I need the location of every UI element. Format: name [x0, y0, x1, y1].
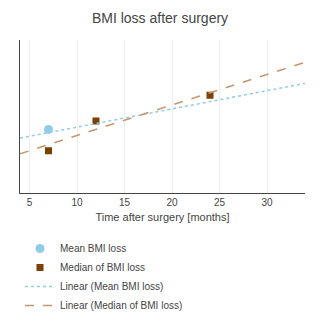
- svg-text:10: 10: [71, 197, 83, 208]
- svg-text:30: 30: [261, 197, 273, 208]
- svg-text:20: 20: [166, 197, 178, 208]
- svg-text:25: 25: [214, 197, 226, 208]
- svg-text:5: 5: [27, 197, 33, 208]
- svg-text:BMI loss after surgery: BMI loss after surgery: [92, 10, 228, 26]
- svg-text:Mean BMI loss: Mean BMI loss: [60, 243, 126, 254]
- svg-text:15: 15: [119, 197, 131, 208]
- svg-text:Median of BMI loss: Median of BMI loss: [60, 262, 145, 273]
- svg-text:Linear (Median of BMI loss): Linear (Median of BMI loss): [60, 300, 182, 311]
- svg-text:Time after surgery [months]: Time after surgery [months]: [95, 211, 229, 223]
- svg-text:Linear (Mean BMI loss): Linear (Mean BMI loss): [60, 281, 163, 292]
